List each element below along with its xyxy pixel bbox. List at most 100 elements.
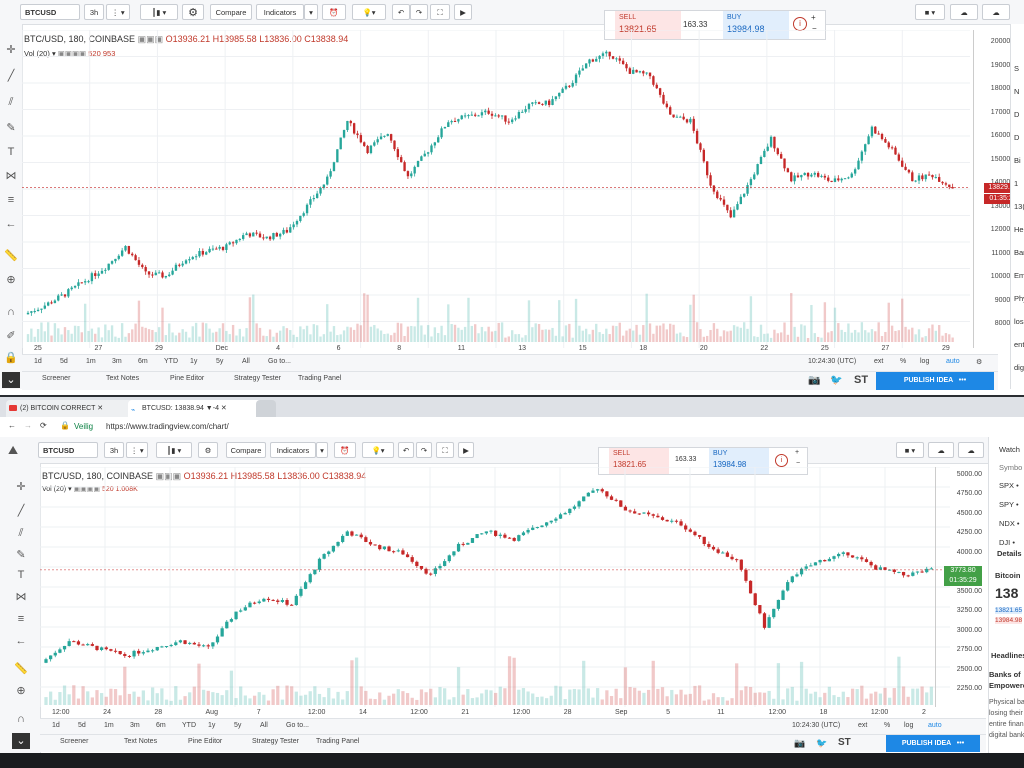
auto-toggle[interactable]: auto: [946, 358, 960, 365]
watchlist-item[interactable]: SPX •: [999, 481, 1019, 490]
undo-icon[interactable]: ↶: [398, 442, 414, 458]
redo-icon[interactable]: ↷: [410, 4, 428, 20]
compare-button[interactable]: Compare: [210, 4, 252, 20]
tab-text-notes[interactable]: Text Notes: [106, 375, 140, 382]
zoom-icon[interactable]: ⊕: [16, 685, 26, 697]
back-icon[interactable]: ←: [8, 421, 16, 430]
range-button-3m[interactable]: 3m: [130, 722, 140, 729]
title-buttons-icon[interactable]: ▣▣▣: [137, 34, 166, 44]
camera-icon[interactable]: 📷: [808, 375, 821, 386]
idea-icon[interactable]: 💡▾: [352, 4, 386, 20]
collapse-icon[interactable]: ⌄: [12, 733, 30, 749]
pitchfork-icon[interactable]: ⫽: [8, 96, 14, 108]
range-button-5d[interactable]: 5d: [60, 358, 68, 365]
news-title[interactable]: Banks of Empowere: [989, 670, 1024, 690]
range-button-all[interactable]: All: [260, 722, 268, 729]
reload-icon[interactable]: ⟳: [40, 421, 47, 430]
cloud-save-icon[interactable]: ☁: [958, 442, 984, 458]
twitter-icon[interactable]: 🐦: [830, 375, 843, 386]
forward-icon[interactable]: →: [24, 421, 32, 430]
trendline-icon[interactable]: ╱: [17, 505, 25, 517]
tab-trading-panel[interactable]: Trading Panel: [316, 738, 360, 745]
info-icon[interactable]: i: [775, 454, 788, 467]
gear-icon[interactable]: ⚙: [198, 442, 218, 458]
tab-screener[interactable]: Screener: [60, 738, 89, 745]
tab-strategy-tester[interactable]: Strategy Tester: [252, 738, 299, 745]
fullscreen-icon[interactable]: ⛶: [430, 4, 450, 20]
browser-tab-tradingview[interactable]: ⌁ BTCUSD: 13838.94 ▼-4 ✕: [128, 400, 266, 417]
range-button-6m[interactable]: 6m: [138, 358, 148, 365]
idea-icon[interactable]: 💡▾: [362, 442, 394, 458]
fullscreen-icon[interactable]: ⛶: [436, 442, 454, 458]
range-button-5d[interactable]: 5d: [78, 722, 86, 729]
cloud-save-icon[interactable]: ☁: [982, 4, 1010, 20]
tab-strategy-tester[interactable]: Strategy Tester: [234, 375, 281, 382]
ruler-icon[interactable]: 📏: [4, 250, 18, 262]
tab-screener[interactable]: Screener: [42, 375, 71, 382]
percent-toggle[interactable]: %: [884, 722, 891, 729]
url-text[interactable]: https://www.tradingview.com/chart/: [106, 422, 229, 431]
info-icon[interactable]: i: [793, 17, 807, 31]
quantity-minus[interactable]: −: [812, 24, 817, 33]
stocktwits-icon[interactable]: ST: [854, 374, 869, 386]
ext-toggle[interactable]: ext: [858, 722, 868, 729]
new-tab-button[interactable]: [256, 400, 276, 417]
fib-icon[interactable]: ≡: [7, 194, 15, 206]
compare-button[interactable]: Compare: [226, 442, 266, 458]
interval-button[interactable]: 3h: [104, 442, 124, 458]
play-icon[interactable]: ▶: [458, 442, 474, 458]
top-price-axis[interactable]: 20000.00 19000.00 18000.00 17000.00 16000.00…: [973, 30, 1024, 348]
tradingview-logo-icon[interactable]: ⛰: [8, 443, 19, 457]
cloud-load-icon[interactable]: ☁: [928, 442, 954, 458]
log-toggle[interactable]: log: [904, 722, 914, 729]
interval-menu-icon[interactable]: ⋮ ▾: [126, 442, 148, 458]
top-time-axis[interactable]: 25 27 29 Dec 4 6 8 11 13 15 18 20 22 25 27 29: [22, 345, 970, 355]
indicators-button[interactable]: Indicators: [256, 4, 304, 20]
magnet-icon[interactable]: ∩: [17, 713, 25, 725]
address-bar[interactable]: ← → ⟳ 🔒 Veilig https://www.tradingview.c…: [0, 417, 1024, 438]
range-button-1m[interactable]: 1m: [86, 358, 96, 365]
symbol-search[interactable]: BTCUSD: [38, 442, 98, 458]
collapse-icon[interactable]: ⌄: [2, 372, 20, 388]
tab-trading-panel[interactable]: Trading Panel: [298, 375, 342, 382]
brush-icon[interactable]: ✎: [6, 122, 16, 134]
alert-icon[interactable]: ⏰: [322, 4, 346, 20]
range-button-all[interactable]: All: [242, 358, 250, 365]
crosshair-icon[interactable]: ✛: [6, 44, 16, 56]
bottom-time-axis[interactable]: 12:00 24 28 Aug 7 12:00 14 12:00 21 12:00 28 Sep 5 11…: [40, 709, 950, 719]
pitchfork-icon[interactable]: ⫽: [18, 527, 24, 539]
range-button-1d[interactable]: 1d: [34, 358, 42, 365]
watchlist-item[interactable]: NDX •: [999, 519, 1020, 528]
trendline-icon[interactable]: ╱: [7, 70, 15, 82]
play-icon[interactable]: ▶: [454, 4, 472, 20]
symbol-search[interactable]: BTCUSD: [20, 4, 80, 20]
details-buy[interactable]: 13984.98: [995, 617, 1023, 624]
range-button-1d[interactable]: 1d: [52, 722, 60, 729]
fib-icon[interactable]: ≡: [17, 613, 25, 625]
pattern-icon[interactable]: ⋈: [15, 591, 27, 603]
tab-pine-editor[interactable]: Pine Editor: [188, 738, 223, 745]
range-button-goto[interactable]: Go to...: [268, 358, 291, 365]
title-buttons-icon[interactable]: ▣▣▣: [155, 471, 182, 481]
magnet-icon[interactable]: ∩: [7, 306, 15, 318]
redo-icon[interactable]: ↷: [416, 442, 432, 458]
ruler-icon[interactable]: 📏: [14, 663, 28, 675]
settings-gear-icon[interactable]: ⚙: [976, 359, 983, 366]
tab-pine-editor[interactable]: Pine Editor: [170, 375, 205, 382]
browser-tab-youtube[interactable]: (2) BITCOIN CORRECT ✕: [6, 400, 138, 417]
auto-toggle[interactable]: auto: [928, 722, 942, 729]
bottom-price-axis[interactable]: 5000.004750.004500.004250.004000.003750.…: [935, 467, 986, 707]
camera-icon[interactable]: 📷: [794, 738, 806, 748]
range-button-1m[interactable]: 1m: [104, 722, 114, 729]
text-icon[interactable]: T: [7, 146, 15, 158]
twitter-icon[interactable]: 🐦: [816, 738, 828, 748]
buy-button[interactable]: BUY 13984.98: [723, 11, 789, 39]
zoom-icon[interactable]: ⊕: [6, 274, 16, 286]
indicators-button[interactable]: Indicators: [270, 442, 316, 458]
watchlist-item[interactable]: SPY •: [999, 500, 1019, 509]
range-button-5y[interactable]: 5y: [216, 358, 224, 365]
layout-icon[interactable]: ■ ▾: [915, 4, 945, 20]
lock-draw-icon[interactable]: ✐: [6, 330, 16, 342]
undo-icon[interactable]: ↶: [392, 4, 410, 20]
percent-toggle[interactable]: %: [900, 358, 907, 365]
